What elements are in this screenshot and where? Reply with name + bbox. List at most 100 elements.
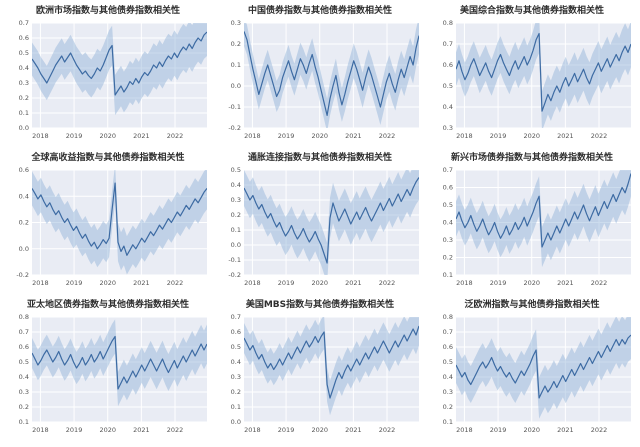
svg-text:-0.2: -0.2 bbox=[228, 271, 241, 279]
svg-text:0.4: 0.4 bbox=[19, 373, 29, 381]
svg-text:2022: 2022 bbox=[379, 279, 396, 287]
svg-text:2021: 2021 bbox=[345, 279, 362, 287]
chart-title: 亚太地区债券指数与其他债券指数相关性 bbox=[26, 300, 189, 310]
svg-text:0.2: 0.2 bbox=[443, 254, 453, 262]
chart-cell: 新兴市场债券指数与其他债券指数相关性 0.1 0.2 0.3 0.4 0.5 0.6 0.7… bbox=[426, 151, 638, 298]
chart-title: 美国MBS指数与其他债券指数相关性 bbox=[245, 300, 395, 310]
svg-text:0.3: 0.3 bbox=[231, 373, 241, 381]
svg-text:0.1: 0.1 bbox=[19, 109, 29, 117]
svg-text:2020: 2020 bbox=[311, 426, 328, 434]
chart-cell: 中国债券指数与其他债券指数相关性 -0.2 -0.1 0.0 0.1 0.2 0.3 201… bbox=[214, 4, 426, 151]
chart-cell: 通胀连接指数与其他债券指数相关性 -0.2 -0.1 0.0 0.1 0.2 0.3 0.4… bbox=[214, 151, 426, 298]
svg-text:0.0: 0.0 bbox=[19, 124, 29, 132]
svg-text:0.6: 0.6 bbox=[231, 328, 241, 336]
svg-text:0.1: 0.1 bbox=[19, 418, 29, 426]
svg-text:0.3: 0.3 bbox=[443, 124, 453, 132]
svg-text:2021: 2021 bbox=[133, 279, 150, 287]
svg-text:0.8: 0.8 bbox=[443, 19, 453, 27]
svg-text:0.5: 0.5 bbox=[19, 358, 29, 366]
svg-text:2021: 2021 bbox=[557, 132, 574, 140]
svg-text:-0.1: -0.1 bbox=[228, 103, 241, 111]
svg-text:2022: 2022 bbox=[591, 132, 608, 140]
chart-svg: -0.2 -0.1 0.0 0.1 0.2 0.3 2018 2019 2020 2021 2022 bbox=[228, 19, 419, 140]
svg-text:0.8: 0.8 bbox=[19, 313, 29, 321]
chart-title: 新兴市场债券指数与其他债券指数相关性 bbox=[450, 153, 613, 163]
svg-text:0.0: 0.0 bbox=[231, 82, 241, 90]
svg-text:0.0: 0.0 bbox=[231, 418, 241, 426]
svg-text:0.3: 0.3 bbox=[231, 19, 241, 27]
svg-text:0.7: 0.7 bbox=[19, 328, 29, 336]
svg-text:2021: 2021 bbox=[133, 132, 150, 140]
svg-text:0.4: 0.4 bbox=[231, 358, 241, 366]
svg-text:0.3: 0.3 bbox=[19, 79, 29, 87]
svg-text:2022: 2022 bbox=[379, 132, 396, 140]
svg-text:0.5: 0.5 bbox=[19, 49, 29, 57]
svg-text:2019: 2019 bbox=[490, 426, 507, 434]
svg-text:2021: 2021 bbox=[345, 132, 362, 140]
chart-title: 通胀连接指数与其他债券指数相关性 bbox=[247, 153, 392, 163]
chart-svg: 0.1 0.2 0.3 0.4 0.5 0.6 0.7 0.8 2018 2019 2020 2021… bbox=[443, 313, 631, 434]
svg-text:2022: 2022 bbox=[167, 279, 184, 287]
svg-text:0.3: 0.3 bbox=[231, 196, 241, 204]
svg-text:0.2: 0.2 bbox=[231, 211, 241, 219]
chart-cell: 全球高收益指数与其他债券指数相关性 -0.2 0.0 0.2 0.4 0.6 2018 20… bbox=[2, 151, 214, 298]
svg-text:0.2: 0.2 bbox=[231, 388, 241, 396]
svg-text:2020: 2020 bbox=[99, 279, 116, 287]
svg-text:0.2: 0.2 bbox=[443, 403, 453, 411]
svg-text:0.1: 0.1 bbox=[231, 226, 241, 234]
svg-text:0.6: 0.6 bbox=[19, 34, 29, 42]
svg-text:2018: 2018 bbox=[456, 426, 473, 434]
svg-text:0.6: 0.6 bbox=[443, 184, 453, 192]
svg-text:0.4: 0.4 bbox=[443, 103, 453, 111]
svg-text:2021: 2021 bbox=[557, 426, 574, 434]
chart-svg: 0.3 0.4 0.5 0.6 0.7 0.8 2018 2019 2020 2021 2022 bbox=[443, 19, 631, 140]
svg-text:2018: 2018 bbox=[32, 426, 49, 434]
svg-text:2022: 2022 bbox=[379, 426, 396, 434]
svg-text:2018: 2018 bbox=[32, 132, 49, 140]
svg-text:2021: 2021 bbox=[133, 426, 150, 434]
svg-text:0.7: 0.7 bbox=[443, 40, 453, 48]
svg-text:2021: 2021 bbox=[557, 279, 574, 287]
svg-text:2019: 2019 bbox=[66, 426, 83, 434]
svg-text:2019: 2019 bbox=[278, 279, 295, 287]
svg-text:0.2: 0.2 bbox=[19, 94, 29, 102]
svg-text:0.6: 0.6 bbox=[443, 61, 453, 69]
svg-text:0.6: 0.6 bbox=[443, 343, 453, 351]
svg-text:2022: 2022 bbox=[591, 426, 608, 434]
svg-text:0.7: 0.7 bbox=[443, 166, 453, 174]
chart-svg: 0.1 0.2 0.3 0.4 0.5 0.6 0.7 2018 2019 2020 2021 202… bbox=[443, 166, 631, 287]
svg-text:0.5: 0.5 bbox=[443, 201, 453, 209]
svg-text:0.3: 0.3 bbox=[443, 236, 453, 244]
chart-cell: 亚太地区债券指数与其他债券指数相关性 0.1 0.2 0.3 0.4 0.5 0.6 0.7… bbox=[2, 298, 214, 445]
svg-text:0.7: 0.7 bbox=[19, 19, 29, 27]
svg-text:2020: 2020 bbox=[99, 132, 116, 140]
svg-text:0.7: 0.7 bbox=[231, 313, 241, 321]
svg-text:2022: 2022 bbox=[167, 132, 184, 140]
svg-text:0.8: 0.8 bbox=[443, 313, 453, 321]
svg-text:2018: 2018 bbox=[244, 279, 261, 287]
svg-text:2020: 2020 bbox=[523, 279, 540, 287]
svg-text:0.0: 0.0 bbox=[231, 241, 241, 249]
svg-text:-0.2: -0.2 bbox=[16, 271, 29, 279]
svg-text:2018: 2018 bbox=[32, 279, 49, 287]
svg-text:0.5: 0.5 bbox=[231, 166, 241, 174]
svg-text:0.6: 0.6 bbox=[19, 166, 29, 174]
svg-text:2018: 2018 bbox=[244, 132, 261, 140]
chart-svg: 0.0 0.1 0.2 0.3 0.4 0.5 0.6 0.7 2018 2019 2020 2021… bbox=[231, 313, 419, 434]
svg-text:2020: 2020 bbox=[99, 426, 116, 434]
svg-text:2018: 2018 bbox=[456, 279, 473, 287]
svg-text:0.4: 0.4 bbox=[19, 192, 29, 200]
svg-text:-0.2: -0.2 bbox=[228, 124, 241, 132]
svg-text:0.4: 0.4 bbox=[231, 181, 241, 189]
svg-text:0.7: 0.7 bbox=[443, 328, 453, 336]
chart-title: 欧洲市场指数与其他债券指数相关性 bbox=[35, 6, 180, 16]
svg-text:0.6: 0.6 bbox=[19, 343, 29, 351]
svg-text:2022: 2022 bbox=[167, 426, 184, 434]
chart-svg: -0.2 0.0 0.2 0.4 0.6 2018 2019 2020 2021 2022 bbox=[16, 166, 207, 287]
chart-svg: -0.2 -0.1 0.0 0.1 0.2 0.3 0.4 0.5 2018 2019 2020 20… bbox=[228, 166, 419, 287]
svg-text:2019: 2019 bbox=[490, 279, 507, 287]
svg-text:0.5: 0.5 bbox=[443, 358, 453, 366]
svg-text:0.1: 0.1 bbox=[443, 418, 453, 426]
chart-title: 全球高收益指数与其他债券指数相关性 bbox=[31, 153, 185, 163]
